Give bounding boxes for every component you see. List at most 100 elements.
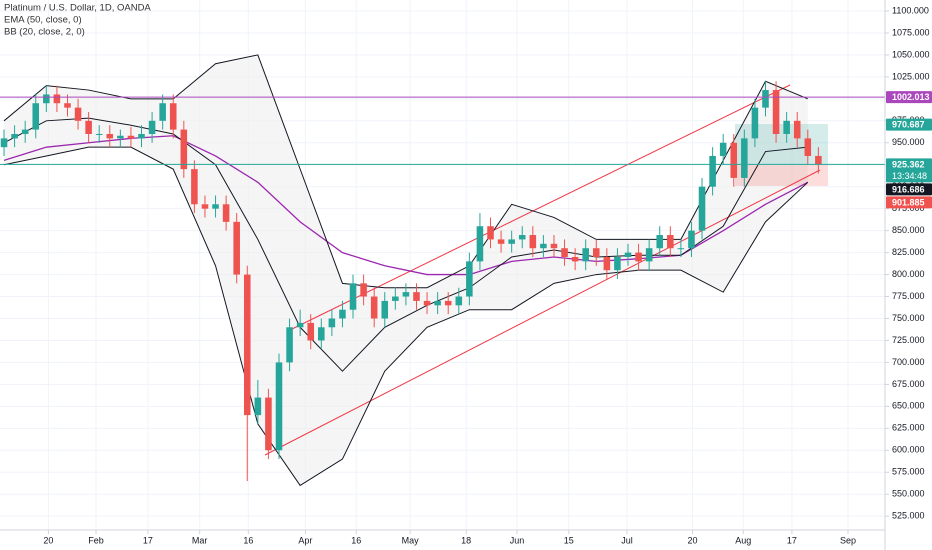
candle-body [392, 296, 399, 301]
legend-bb: BB (20, close, 2, 0) [4, 27, 85, 38]
price-label: 901.885 [892, 197, 925, 207]
candle-body [222, 204, 230, 222]
price-label-box [886, 196, 932, 209]
y-tick-label: 575.000 [892, 467, 925, 477]
candle-body [106, 133, 114, 139]
candle-body [148, 120, 156, 134]
price-label: 925.362 [892, 159, 925, 169]
candle-body [444, 300, 452, 306]
candle-body [95, 133, 103, 135]
y-tick-label: 825.000 [892, 247, 925, 257]
candle-body [138, 133, 145, 139]
candle-body [381, 300, 389, 319]
y-tick-label: 550.000 [892, 489, 925, 499]
candle-body [43, 94, 50, 104]
candle-body [709, 155, 716, 187]
candles [0, 81, 822, 482]
candle-body [561, 248, 568, 257]
candle-body [719, 142, 727, 156]
candle-body [772, 90, 780, 134]
x-tick-label: Mar [192, 535, 208, 545]
y-tick-label: 625.000 [892, 423, 925, 433]
candle-body [635, 252, 642, 262]
price-label-box [886, 118, 932, 131]
candle-body [466, 261, 473, 297]
candle-body [296, 322, 304, 328]
candle-body [413, 292, 420, 301]
y-tick-label: 1100.000 [892, 5, 929, 15]
y-tick-label: 1075.000 [892, 27, 930, 37]
x-tick-label: 16 [351, 535, 361, 545]
y-tick-label: 600.000 [892, 445, 925, 455]
candle-body [64, 103, 71, 108]
ema-line [3, 135, 809, 276]
candle-body [53, 94, 61, 104]
channel-upper [289, 84, 791, 331]
bb-fill [4, 54, 808, 486]
y-tick-label: 525.000 [892, 511, 925, 521]
candle-body [169, 103, 177, 130]
candle-body [402, 292, 410, 297]
y-tick-label: 1050.000 [892, 49, 930, 59]
x-tick-label: Jul [621, 535, 633, 545]
candle-body [571, 256, 579, 262]
candle-body [582, 248, 589, 262]
x-tick-label: 17 [143, 535, 153, 545]
candle-body [434, 300, 441, 306]
candle-body [614, 256, 621, 271]
candle-body [349, 283, 357, 310]
price-label-box [886, 183, 932, 196]
candle-body [11, 133, 18, 139]
candle-body [476, 226, 484, 262]
y-tick-label: 725.000 [892, 335, 925, 345]
candle-body [254, 397, 262, 416]
candle-body [624, 252, 632, 257]
y-tick-label: 750.000 [892, 313, 925, 323]
y-tick-label: 700.000 [892, 357, 925, 367]
candle-body [159, 103, 166, 121]
candle-body [730, 142, 738, 178]
candle-body [243, 274, 251, 416]
x-tick-label: Aug [735, 535, 751, 545]
price-label-box [886, 91, 932, 104]
candle-body [286, 327, 293, 363]
x-tick-label: 20 [688, 535, 698, 545]
candle-body [762, 90, 769, 108]
candle-body [667, 235, 674, 249]
legend-title: Platinum / U.S. Dollar, 1D, OANDA [4, 3, 151, 14]
candle-body [815, 155, 822, 165]
price-label-box [886, 158, 932, 183]
candle-body [751, 107, 759, 139]
candle-body [85, 120, 92, 134]
candle-body [550, 243, 558, 249]
candle-body [212, 204, 219, 209]
y-tick-label: 1025.000 [892, 71, 930, 81]
x-tick-label: Feb [88, 535, 104, 545]
candle-body [529, 235, 537, 249]
candle-body [21, 129, 29, 134]
candle-body [804, 138, 812, 156]
x-tick-label: Sep [840, 535, 856, 545]
candle-body [592, 248, 600, 257]
candle-body [487, 226, 494, 240]
channel-lower [264, 169, 821, 456]
candle-body [339, 309, 346, 319]
bb-lower [3, 146, 809, 487]
x-tick-label: 20 [43, 535, 53, 545]
axes: 525.000 550.000 575.000 600.000 625.000 650.0… [43, 5, 932, 545]
y-tick-label: 950.000 [892, 137, 925, 147]
bollinger [4, 54, 808, 486]
bb-basis [3, 117, 808, 372]
candle-body [180, 129, 188, 170]
x-tick-label: May [402, 535, 420, 545]
candle-body [370, 296, 378, 319]
x-tick-label: Jun [510, 535, 525, 545]
y-tick-label: 800.000 [892, 269, 925, 279]
candle-body [275, 362, 283, 451]
candle-body [328, 318, 336, 328]
price-label: 1002.013 [892, 92, 930, 102]
x-tick-label: Apr [298, 535, 312, 545]
y-tick-label: 775.000 [892, 291, 925, 301]
candle-body [423, 300, 431, 306]
